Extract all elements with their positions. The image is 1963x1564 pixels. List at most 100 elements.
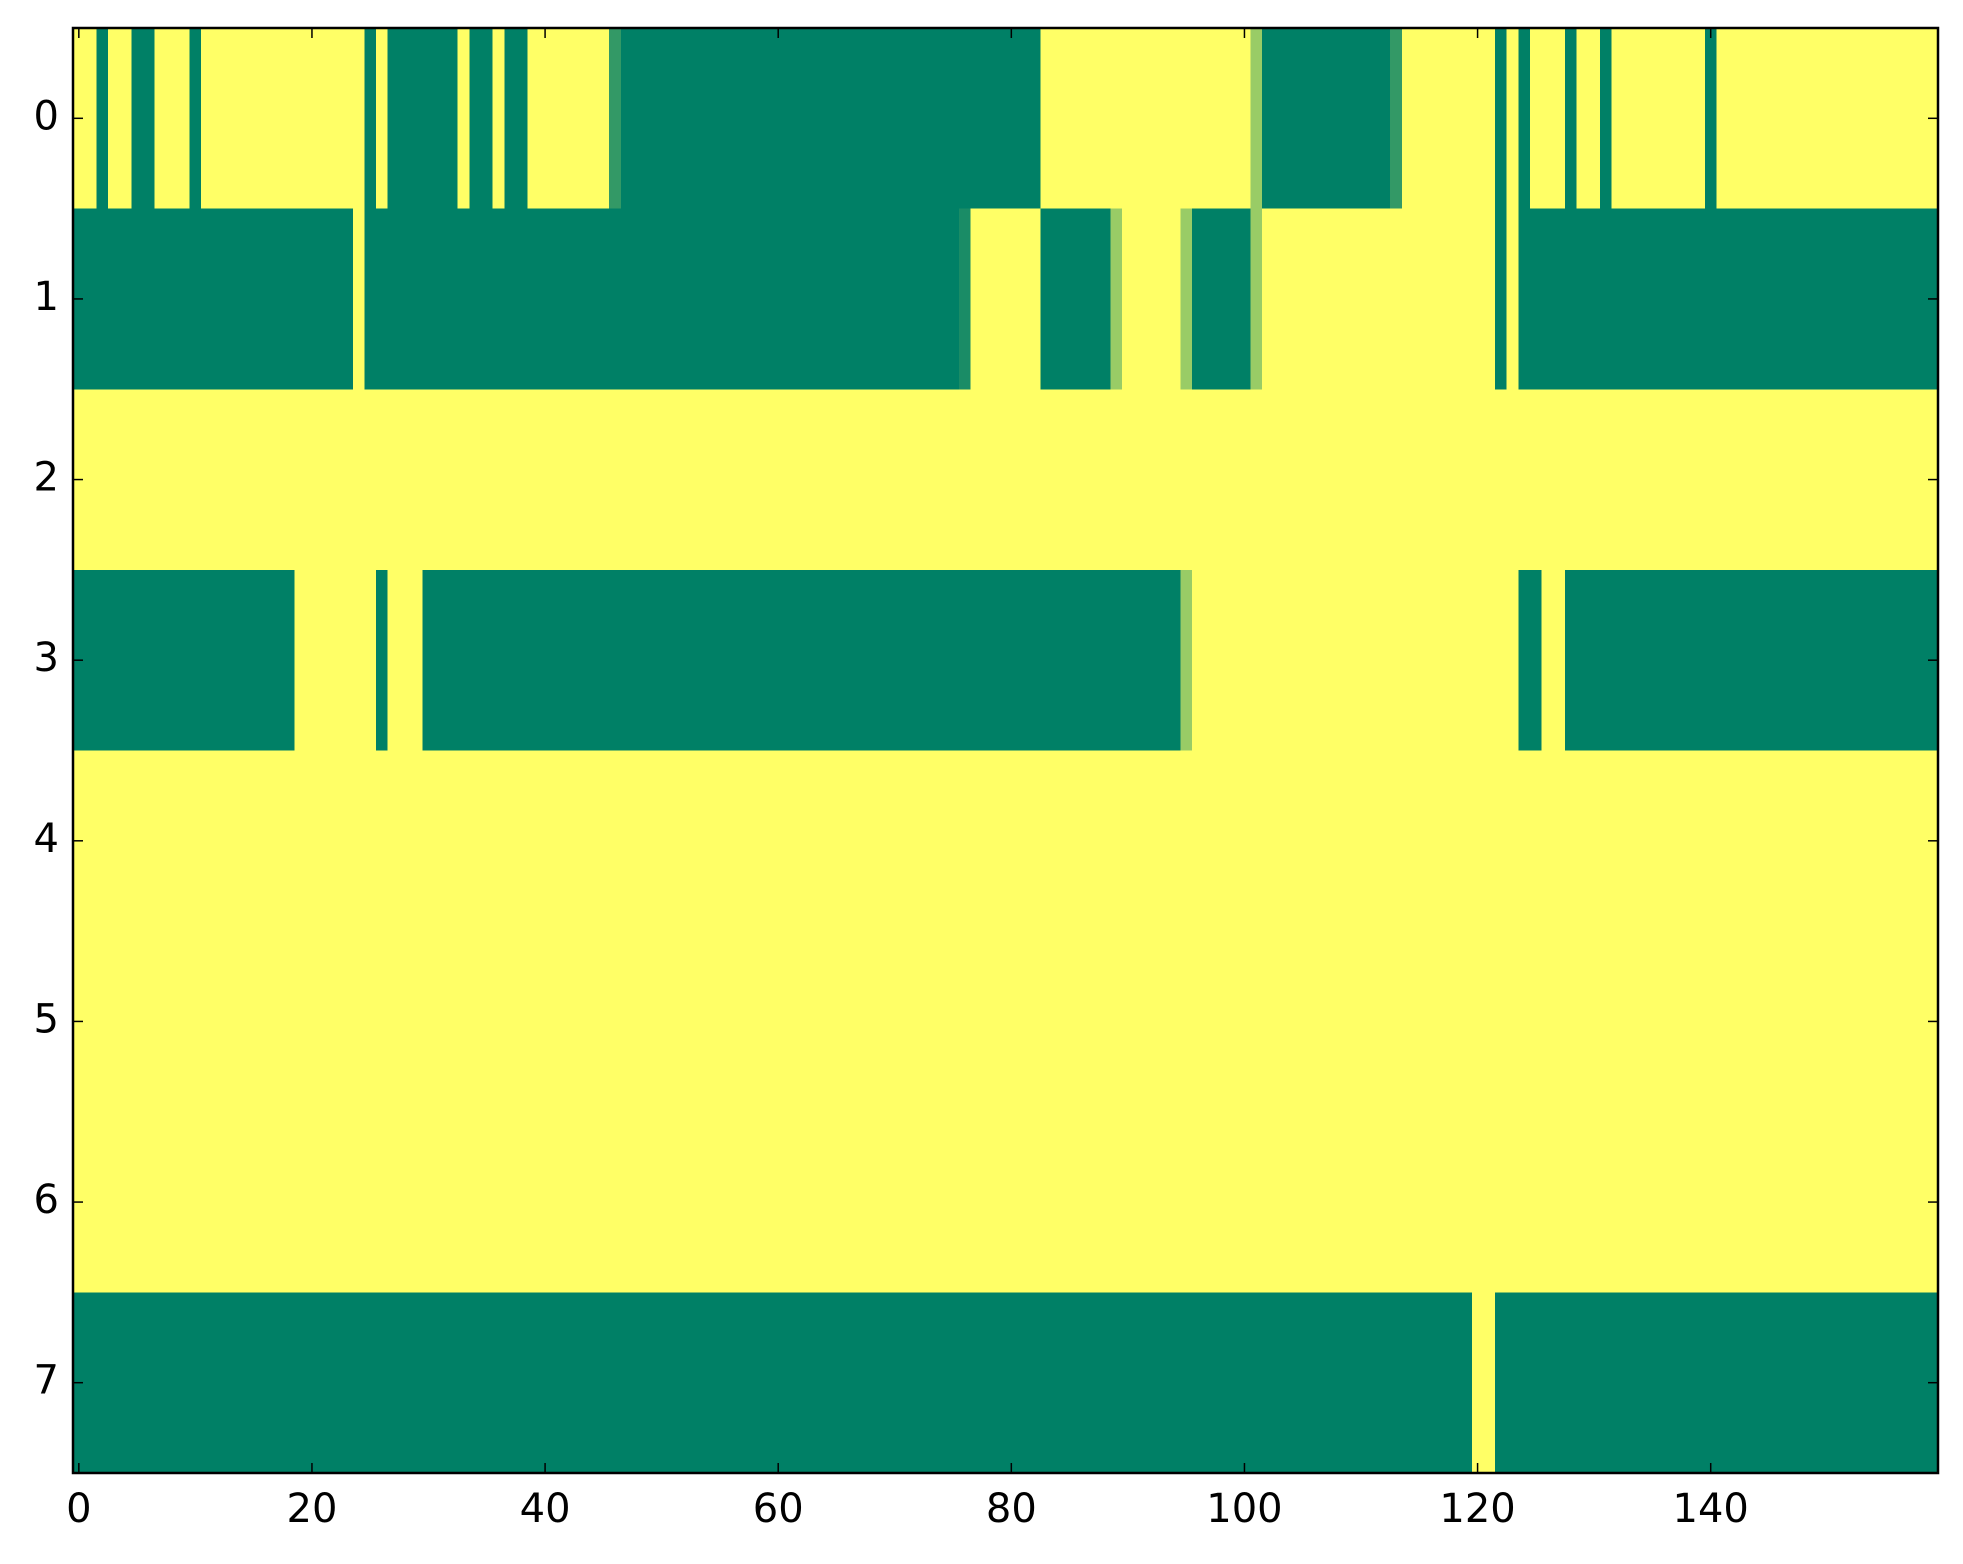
cell xyxy=(422,569,435,752)
cell xyxy=(585,750,599,932)
cell xyxy=(1448,931,1461,1113)
cell xyxy=(958,750,972,932)
cell xyxy=(1436,28,1450,210)
cell xyxy=(1087,569,1100,752)
cell xyxy=(1693,208,1706,390)
cell xyxy=(1483,28,1496,210)
cell xyxy=(1868,569,1881,752)
cell xyxy=(1739,1292,1753,1474)
cell xyxy=(1017,931,1030,1113)
y-tick-label: 2 xyxy=(34,455,59,501)
cell xyxy=(1599,28,1613,210)
cell xyxy=(119,389,132,571)
cell xyxy=(725,931,739,1113)
cell xyxy=(1063,389,1077,571)
cell xyxy=(667,750,680,932)
cell xyxy=(1052,28,1065,210)
cell xyxy=(1273,208,1286,390)
cell xyxy=(655,208,669,390)
cell xyxy=(574,750,587,932)
cell xyxy=(830,28,843,210)
cell xyxy=(1122,389,1135,571)
cell xyxy=(96,569,109,752)
cell xyxy=(993,750,1007,932)
cell xyxy=(1821,1111,1834,1293)
cell xyxy=(1168,750,1181,932)
cell xyxy=(1110,569,1123,752)
cell xyxy=(236,1292,249,1474)
cell xyxy=(1215,389,1228,571)
cell xyxy=(1903,208,1916,390)
cell xyxy=(399,1111,412,1293)
cell xyxy=(1355,28,1368,210)
cell xyxy=(655,389,669,571)
cell xyxy=(422,1292,435,1474)
cell xyxy=(1273,389,1286,571)
cell xyxy=(1751,208,1764,390)
cell xyxy=(865,931,878,1113)
cell xyxy=(1728,1111,1741,1293)
cell xyxy=(1623,931,1636,1113)
cell xyxy=(1238,931,1251,1113)
cell xyxy=(982,28,995,210)
cell xyxy=(504,1292,517,1474)
cell xyxy=(1728,569,1741,752)
cell xyxy=(1739,1111,1753,1293)
cell xyxy=(574,389,587,571)
cell xyxy=(189,208,202,390)
cell xyxy=(702,931,715,1113)
cell xyxy=(166,208,179,390)
cell xyxy=(457,931,470,1113)
cell xyxy=(1087,1292,1100,1474)
cell xyxy=(912,389,925,571)
cell xyxy=(1611,1292,1624,1474)
cell xyxy=(107,208,121,390)
cell xyxy=(1553,931,1566,1113)
cell xyxy=(154,28,167,210)
cell xyxy=(1565,1292,1578,1474)
cell xyxy=(434,1111,447,1293)
cell xyxy=(1868,28,1881,210)
cell xyxy=(352,569,366,752)
cell xyxy=(644,208,657,390)
cell xyxy=(1261,569,1275,752)
cell xyxy=(504,750,517,932)
cell xyxy=(434,208,447,390)
cell xyxy=(912,1292,925,1474)
cell xyxy=(1052,1111,1065,1293)
cell xyxy=(1157,28,1170,210)
cell xyxy=(1856,1111,1869,1293)
cell xyxy=(982,208,995,390)
cell xyxy=(1028,389,1042,571)
cell xyxy=(597,569,610,752)
cell xyxy=(1098,750,1112,932)
cell xyxy=(492,1292,505,1474)
cell xyxy=(1658,1111,1671,1293)
cell xyxy=(1681,750,1694,932)
cell xyxy=(1599,208,1613,390)
cell xyxy=(1413,389,1426,571)
cell xyxy=(1634,569,1648,752)
cell xyxy=(550,569,564,752)
cell xyxy=(131,389,144,571)
cell xyxy=(212,208,226,390)
cell xyxy=(1145,1292,1158,1474)
cell xyxy=(970,1111,983,1293)
cell xyxy=(119,208,132,390)
cell xyxy=(1355,1111,1368,1293)
cell xyxy=(1413,1292,1426,1474)
cell xyxy=(644,1111,657,1293)
cell xyxy=(492,208,505,390)
cell xyxy=(1460,931,1473,1113)
cell xyxy=(1425,1111,1438,1293)
cell xyxy=(842,931,855,1113)
cell xyxy=(1588,750,1601,932)
cell xyxy=(201,389,214,571)
cell xyxy=(387,389,400,571)
cell xyxy=(1203,28,1216,210)
cell xyxy=(702,1292,715,1474)
cell xyxy=(865,750,878,932)
cell xyxy=(1774,389,1788,571)
cell xyxy=(1145,28,1158,210)
axes: 0 20 40 60 80 100 120 140 0 1 2 3 4 5 6 7 xyxy=(34,26,1940,1532)
